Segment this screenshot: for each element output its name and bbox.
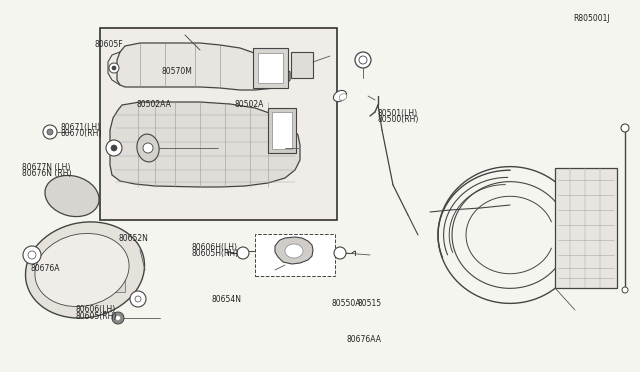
Text: 80605F: 80605F <box>95 40 124 49</box>
Text: 80605(RH): 80605(RH) <box>76 312 117 321</box>
Text: 80570M: 80570M <box>162 67 193 76</box>
Text: 80652N: 80652N <box>118 234 148 243</box>
Circle shape <box>359 56 367 64</box>
Ellipse shape <box>339 94 347 100</box>
Ellipse shape <box>45 176 99 217</box>
Circle shape <box>47 129 53 135</box>
Text: 80515: 80515 <box>357 299 381 308</box>
Bar <box>60 252 125 292</box>
Text: R805001J: R805001J <box>573 14 609 23</box>
Bar <box>255 234 335 276</box>
Text: 80671(LH): 80671(LH) <box>61 123 101 132</box>
Circle shape <box>622 287 628 293</box>
Text: 80500(RH): 80500(RH) <box>378 115 419 124</box>
Circle shape <box>334 247 346 259</box>
Text: 80670(RH): 80670(RH) <box>61 129 102 138</box>
Circle shape <box>135 296 141 302</box>
Circle shape <box>106 140 122 156</box>
Text: 80501(LH): 80501(LH) <box>378 109 418 118</box>
Bar <box>253 48 288 88</box>
Polygon shape <box>117 43 290 90</box>
Circle shape <box>109 63 119 73</box>
Ellipse shape <box>35 233 129 307</box>
Circle shape <box>130 291 146 307</box>
Circle shape <box>112 66 116 70</box>
Ellipse shape <box>137 134 159 162</box>
Circle shape <box>621 124 629 132</box>
Text: 80676A: 80676A <box>31 264 60 273</box>
Circle shape <box>112 312 124 324</box>
Circle shape <box>355 52 371 68</box>
Circle shape <box>115 315 120 321</box>
Ellipse shape <box>26 222 145 318</box>
Text: 80654N: 80654N <box>211 295 241 304</box>
Polygon shape <box>275 237 313 264</box>
Text: 80676AA: 80676AA <box>347 335 382 344</box>
Text: 80502A: 80502A <box>235 100 264 109</box>
Text: 80606H(LH): 80606H(LH) <box>192 243 238 251</box>
Ellipse shape <box>333 90 346 102</box>
Bar <box>555 168 617 288</box>
Text: 80606(LH): 80606(LH) <box>76 305 116 314</box>
Circle shape <box>143 143 153 153</box>
Bar <box>258 53 283 83</box>
Polygon shape <box>110 102 300 187</box>
Circle shape <box>23 246 41 264</box>
Text: 80502AA: 80502AA <box>136 100 171 109</box>
Bar <box>291 52 313 78</box>
Ellipse shape <box>285 244 303 258</box>
Circle shape <box>111 145 117 151</box>
Circle shape <box>237 247 249 259</box>
Circle shape <box>43 125 57 139</box>
Text: 80676N (RH): 80676N (RH) <box>22 169 72 178</box>
Bar <box>100 28 337 220</box>
Bar <box>272 112 292 149</box>
Text: 80677N (LH): 80677N (LH) <box>22 163 71 171</box>
Bar <box>268 108 296 153</box>
Text: 80605H(RH): 80605H(RH) <box>192 249 239 258</box>
Text: 80550A: 80550A <box>332 299 361 308</box>
Circle shape <box>28 251 36 259</box>
